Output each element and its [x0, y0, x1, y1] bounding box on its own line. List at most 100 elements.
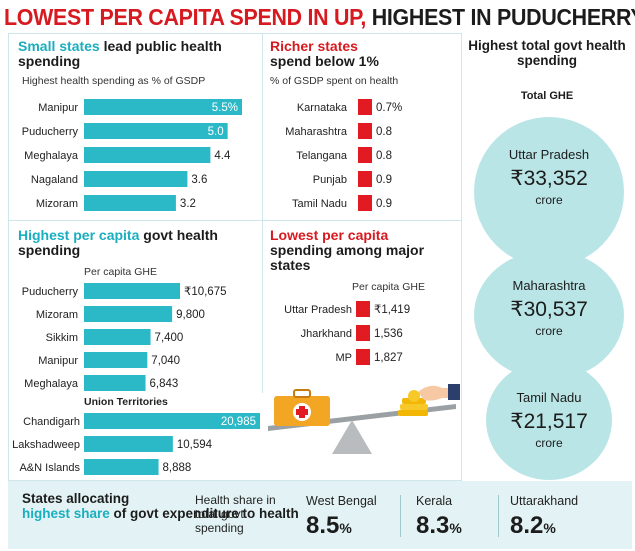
- bar-value-label: 6,843: [150, 378, 179, 390]
- bar-value-label: 7,400: [155, 332, 184, 344]
- total-ghe-circle-2: Maharashtra ₹30,537 crore: [474, 250, 624, 380]
- panel-small-states: Small states lead public health spending…: [18, 39, 258, 88]
- panel-frame: [8, 33, 462, 481]
- bottom-title-highlight: highest share: [22, 506, 110, 521]
- bar-value-label: 0.8: [376, 126, 392, 138]
- title-rest: lead public health spending: [18, 38, 222, 69]
- bottom-description: Health share in total govt spending: [195, 493, 276, 535]
- bar-category-label: Punjab: [313, 174, 347, 186]
- balance-scale-illustration: [268, 384, 460, 454]
- hand-icon: [408, 384, 460, 402]
- bar: [84, 147, 211, 163]
- bar: [358, 147, 372, 163]
- bar-value-label: 8,888: [163, 462, 192, 474]
- title-highlight: Highest per capita: [18, 227, 140, 243]
- bottom-separator: [498, 495, 499, 537]
- bar-category-label: MP: [336, 352, 353, 364]
- bar-category-label: Mizoram: [36, 198, 78, 210]
- circle-unit: crore: [535, 436, 563, 450]
- title-rest: spend below 1%: [270, 53, 379, 69]
- bar: [356, 301, 370, 317]
- medical-kit-icon: [274, 389, 330, 426]
- bar-value-label: 20,985: [221, 416, 256, 428]
- bar-category-label: Jharkhand: [301, 328, 352, 340]
- bar-value-label: 10,594: [177, 439, 213, 451]
- panel-title: Lowest per capita spending among major st…: [270, 228, 455, 273]
- bar-category-label: Karnataka: [297, 102, 348, 114]
- circle-amount: ₹30,537: [510, 298, 588, 321]
- title-rest: spending among major states: [270, 242, 425, 273]
- bottom-item-state: West Bengal: [306, 494, 377, 508]
- union-territories-heading: Union Territories: [84, 396, 168, 408]
- total-ghe-circle-3: Tamil Nadu ₹21,517 crore: [486, 360, 612, 480]
- bar-category-label: Lakshadweep: [12, 439, 80, 451]
- bar-category-label: Mizoram: [36, 309, 78, 321]
- bottom-item-west-bengal: West Bengal 8.5%: [306, 494, 377, 540]
- title-rest: govt health spending: [18, 227, 218, 258]
- bar: [84, 123, 228, 139]
- panel-richer-states: Richer states spend below 1% % of GSDP sp…: [270, 39, 455, 88]
- bottom-item-state: Kerala: [416, 494, 453, 508]
- headline-part-1: LOWEST PER CAPITA SPEND IN UP,: [4, 4, 367, 30]
- panel-title: Small states lead public health spending: [18, 39, 258, 69]
- bar: [358, 123, 372, 139]
- title-highlight: Lowest per capita: [270, 227, 389, 243]
- bar: [356, 349, 370, 365]
- bar-value-label: 1,827: [374, 352, 403, 364]
- panel-title: Highest per capita govt health spending: [18, 228, 258, 258]
- title-highlight: Richer states: [270, 38, 358, 54]
- circle-state: Uttar Pradesh: [508, 147, 590, 162]
- bottom-item-state: Uttarakhand: [510, 494, 579, 508]
- bar-category-label: Nagaland: [31, 174, 78, 186]
- total-ghe-title: Highest total govt health spending: [468, 38, 626, 68]
- panel-subtitle: Per capita GHE: [352, 281, 425, 293]
- bar: [84, 195, 176, 211]
- bar: [356, 325, 370, 341]
- bar-value-label: 7,040: [151, 355, 180, 367]
- bar-value-label: 1,536: [374, 328, 403, 340]
- bar: [84, 171, 188, 187]
- bar-value-label: 3.6: [191, 174, 207, 186]
- bar-category-label: Chandigarh: [23, 416, 80, 428]
- bar-value-label: 0.9: [376, 198, 392, 210]
- bar: [84, 436, 173, 452]
- headline-part-2: HIGHEST IN PUDUCHERRY: [366, 4, 635, 30]
- bar-value-label: ₹10,675: [184, 286, 227, 298]
- bottom-title-a: States allocating: [22, 491, 130, 506]
- bar-category-label: Tamil Nadu: [292, 198, 347, 210]
- bar: [358, 99, 372, 115]
- total-ghe-circle-1: Uttar Pradesh ₹33,352 crore: [474, 117, 624, 267]
- bar-category-label: Meghalaya: [24, 150, 79, 162]
- bar-category-label: Puducherry: [22, 126, 79, 138]
- bottom-item-value: 8.3%: [416, 512, 462, 539]
- bar-value-label: 5.5%: [212, 102, 238, 114]
- bar-category-label: Meghalaya: [24, 378, 79, 390]
- bar-category-label: A&N Islands: [19, 462, 80, 474]
- bottom-title-c: of govt expenditure to health: [109, 506, 299, 521]
- circle-unit: crore: [535, 324, 563, 338]
- panel-title: Richer states spend below 1%: [270, 39, 455, 69]
- panel-subtitle: Highest health spending as % of GSDP: [22, 75, 206, 87]
- circle-state: Maharashtra: [512, 278, 586, 293]
- bar: [84, 459, 159, 475]
- bar: [84, 329, 151, 345]
- bar-value-label: 0.8: [376, 150, 392, 162]
- bar: [84, 306, 173, 322]
- bottom-item-kerala: Kerala 8.3%: [416, 494, 462, 540]
- bar: [84, 375, 146, 391]
- bottom-strip: States allocating highest share of govt e…: [8, 481, 632, 549]
- bar: [84, 283, 180, 299]
- title-highlight: Small states: [18, 38, 100, 54]
- bar-value-label: 9,800: [176, 309, 205, 321]
- bottom-separator: [400, 495, 401, 537]
- bar-category-label: Puducherry: [22, 286, 79, 298]
- bar-category-label: Maharashtra: [285, 126, 348, 138]
- bar-category-label: Sikkim: [46, 332, 78, 344]
- divider-vertical-bottom: [262, 221, 263, 393]
- bottom-title: States allocating highest share of govt e…: [22, 491, 299, 521]
- bar-value-label: 4.4: [214, 150, 231, 162]
- bar: [84, 413, 260, 429]
- headline: LOWEST PER CAPITA SPEND IN UP, HIGHEST I…: [4, 2, 635, 32]
- bar-value-label: 0.7%: [376, 102, 402, 114]
